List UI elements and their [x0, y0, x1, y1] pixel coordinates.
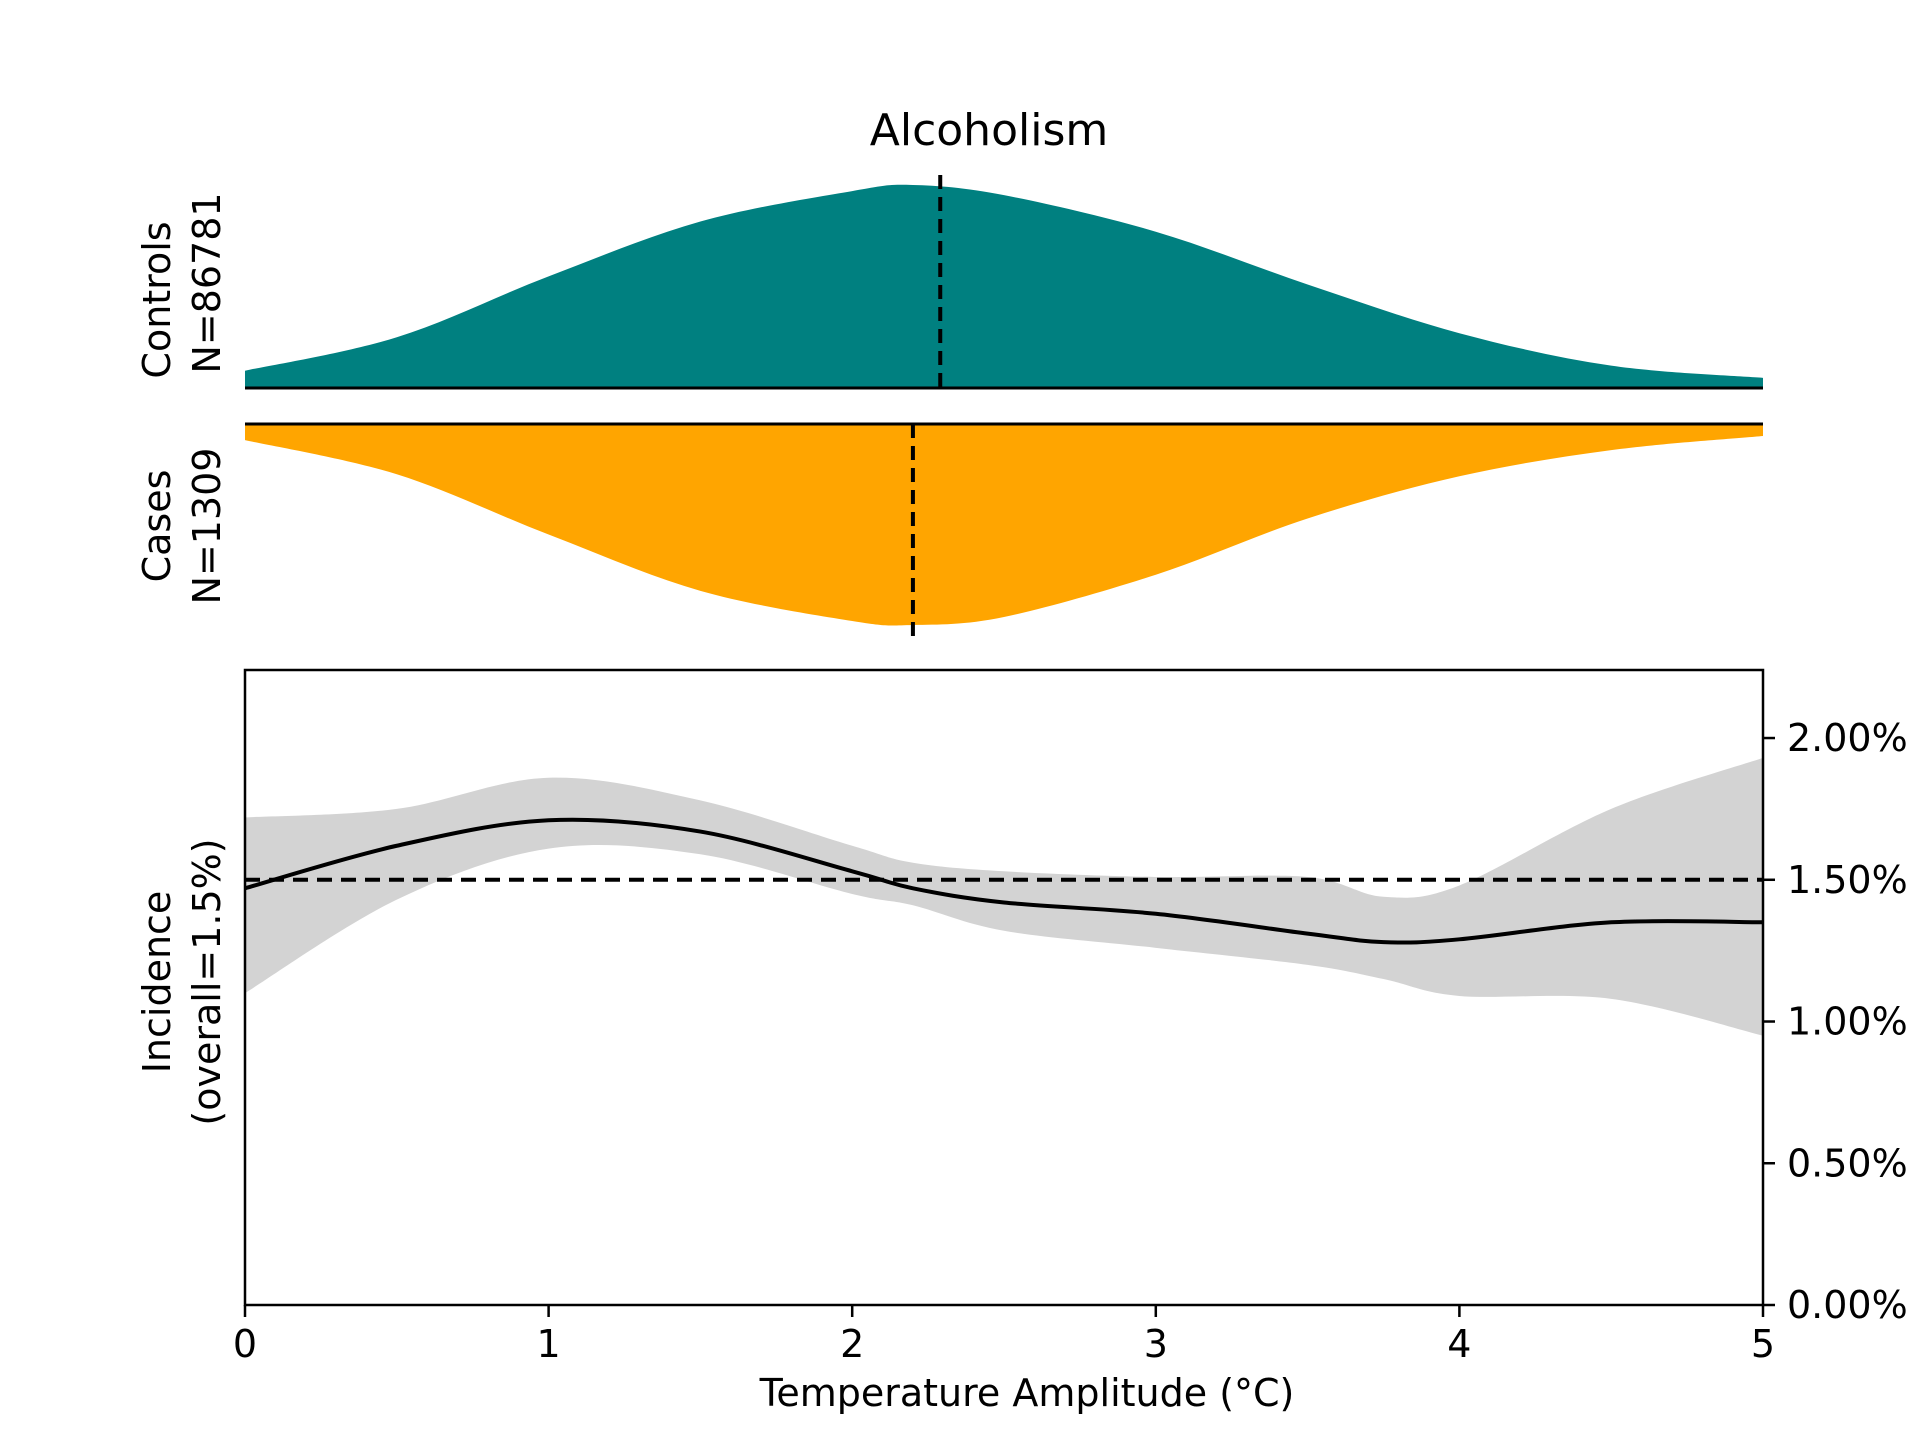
cases-n-label: N=1309	[185, 448, 229, 605]
y-tick-label: 0.50%	[1787, 1141, 1908, 1185]
y-tick-label: 1.50%	[1787, 858, 1908, 902]
y-tick-label: 0.00%	[1787, 1283, 1908, 1327]
y-axis-label-line1: Incidence	[135, 891, 179, 1074]
y-axis-ticks: 0.00% 0.50% 1.00% 1.50% 2.00%	[1763, 716, 1908, 1327]
controls-n-label: N=86781	[185, 192, 229, 373]
controls-label: Controls	[135, 221, 179, 378]
controls-density-area	[245, 184, 1763, 388]
cases-panel	[245, 422, 1763, 636]
controls-panel	[245, 175, 1763, 390]
x-tick-label: 5	[1751, 1322, 1775, 1366]
y-tick-label: 1.00%	[1787, 1000, 1908, 1044]
x-tick-label: 3	[1144, 1322, 1168, 1366]
x-tick-label: 0	[233, 1322, 257, 1366]
y-axis-label-line2: (overall=1.5%)	[185, 838, 229, 1125]
incidence-line	[244, 817, 1764, 945]
x-tick-label: 1	[537, 1322, 561, 1366]
x-tick-label: 2	[840, 1322, 864, 1366]
x-axis-ticks: 0 1 2 3 4 5	[233, 1305, 1775, 1366]
y-tick-label: 2.00%	[1787, 716, 1908, 760]
confidence-band	[245, 757, 1763, 1036]
plot-frame	[243, 668, 1765, 1307]
x-axis-label: Temperature Amplitude (°C)	[759, 1371, 1295, 1415]
cases-density-area	[245, 424, 1763, 626]
cases-label: Cases	[135, 470, 179, 583]
chart-title: Alcoholism	[870, 105, 1108, 156]
incidence-panel: 0 1 2 3 4 5 0.00% 0.50% 1.00% 1.50% 2.00%	[233, 668, 1908, 1366]
x-tick-label: 4	[1447, 1322, 1471, 1366]
